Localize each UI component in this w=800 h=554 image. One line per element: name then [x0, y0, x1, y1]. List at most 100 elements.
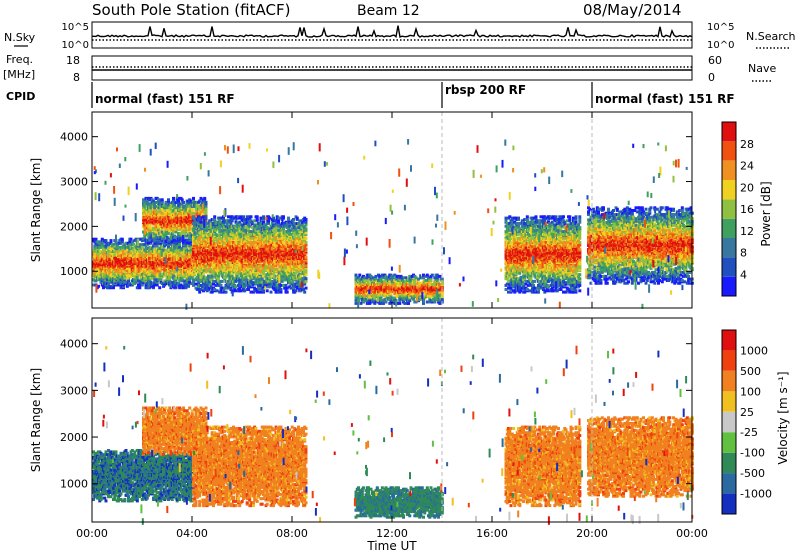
echo-cell: [134, 280, 138, 284]
cpid-segment-2: rbsp 200 RF: [445, 83, 526, 97]
echo-cell: [158, 286, 162, 290]
echo-cell: [230, 219, 234, 223]
nsearch-tick-top: 10^5: [707, 22, 734, 33]
nave-tick-top: 60: [708, 54, 722, 67]
nsky-series: [92, 25, 693, 39]
echo-cell: [204, 215, 208, 219]
echo-cell: [108, 271, 112, 275]
echo-cell: [183, 279, 187, 283]
beam-title: Beam 12: [357, 3, 420, 19]
echo-cell: [260, 277, 264, 281]
echo-cell: [220, 279, 224, 283]
echo-cell: [230, 274, 234, 278]
cpid-row: CPID normal (fast) 151 RF rbsp 200 RF no…: [6, 82, 735, 108]
echo-cell: [155, 244, 159, 248]
echo-cell: [279, 288, 283, 291]
echo-cell: [213, 215, 217, 219]
echo-cell: [255, 215, 259, 219]
echo-cell: [198, 290, 202, 294]
echo-cell: [124, 280, 128, 284]
echo-cell: [173, 203, 177, 207]
echo-cell: [265, 289, 269, 293]
echo-cell: [138, 286, 142, 290]
echo-cell: [117, 245, 120, 249]
nsky-tick-bottom: 10^0: [62, 40, 89, 51]
echo-cell: [129, 237, 133, 241]
echo-cell: [165, 235, 169, 239]
echo-cell: [147, 275, 150, 279]
echo-cell: [182, 200, 185, 204]
echo-cell: [168, 275, 172, 279]
echo-cell: [164, 248, 168, 252]
echo-cell: [122, 249, 125, 253]
echo-cell: [154, 253, 158, 257]
echo-cell: [149, 283, 153, 287]
echo-cell: [159, 278, 163, 282]
echo-cell: [192, 215, 195, 219]
echo-cell: [128, 240, 132, 244]
echo-cell: [180, 279, 184, 283]
echo-cell: [192, 196, 195, 200]
echo-cell: [105, 278, 109, 282]
echo-cell: [127, 279, 130, 283]
echo-cell: [110, 247, 114, 251]
echo-cell: [255, 218, 259, 221]
echo-cell: [135, 275, 139, 279]
echo-cell: [155, 283, 159, 287]
echo-cell: [172, 196, 175, 200]
freq-label: Freq.: [6, 53, 33, 66]
nsearch-tick-bottom: 10^0: [707, 40, 734, 51]
cpid-segment-1: normal (fast) 151 RF: [95, 92, 235, 106]
echo-cell: [115, 270, 119, 273]
echo-cell: [180, 198, 184, 202]
echo-cell: [102, 270, 105, 273]
echo-cell: [242, 215, 245, 219]
echo-cell: [130, 240, 134, 244]
freq-tick-top: 18: [66, 54, 80, 67]
echo-cell: [93, 247, 97, 251]
echo-cell: [204, 209, 208, 212]
echo-cell: [148, 238, 152, 242]
echo-cell: [204, 200, 208, 204]
nsky-tick-top: 10^5: [62, 22, 89, 33]
echo-cell: [114, 239, 118, 243]
echo-cell: [125, 248, 129, 252]
freq-unit: [MHz]: [3, 68, 35, 81]
echo-cell: [109, 239, 113, 243]
echo-cell: [112, 272, 115, 276]
echo-cell: [162, 248, 165, 252]
echo-cell: [213, 218, 217, 221]
freq-panel: 18 8 60 0 Freq. [MHz] Nave: [3, 53, 776, 84]
echo-cell: [94, 237, 98, 241]
echo-cell: [219, 283, 223, 287]
echo-cell: [269, 290, 273, 294]
nave-label: Nave: [748, 62, 776, 75]
echo-cell: [139, 243, 143, 247]
echo-cell: [174, 276, 178, 280]
echo-cell: [98, 240, 102, 244]
echo-cell: [178, 245, 182, 249]
echo-cell: [279, 290, 283, 294]
echo-cell: [150, 274, 154, 278]
echo-cell: [178, 243, 182, 247]
echo-cell: [102, 252, 105, 256]
station-title: South Pole Station (fitACF): [92, 1, 290, 19]
echo-cell: [125, 267, 129, 271]
nave-tick-bottom: 0: [708, 71, 715, 84]
echo-cell: [180, 276, 184, 280]
echo-cell: [154, 271, 158, 275]
echo-cell: [147, 241, 150, 245]
echo-cell: [267, 219, 270, 223]
echo-cell: [100, 237, 104, 241]
cpid-label: CPID: [6, 90, 35, 103]
echo-cell: [203, 196, 207, 200]
echo-cell: [94, 279, 98, 283]
echo-cell: [92, 283, 95, 287]
echo-cell: [97, 284, 100, 288]
echo-cell: [190, 207, 194, 211]
echo-cell: [224, 290, 228, 294]
echo-cell: [104, 244, 108, 248]
echo-cell: [120, 237, 124, 241]
echo-cell: [92, 237, 95, 241]
